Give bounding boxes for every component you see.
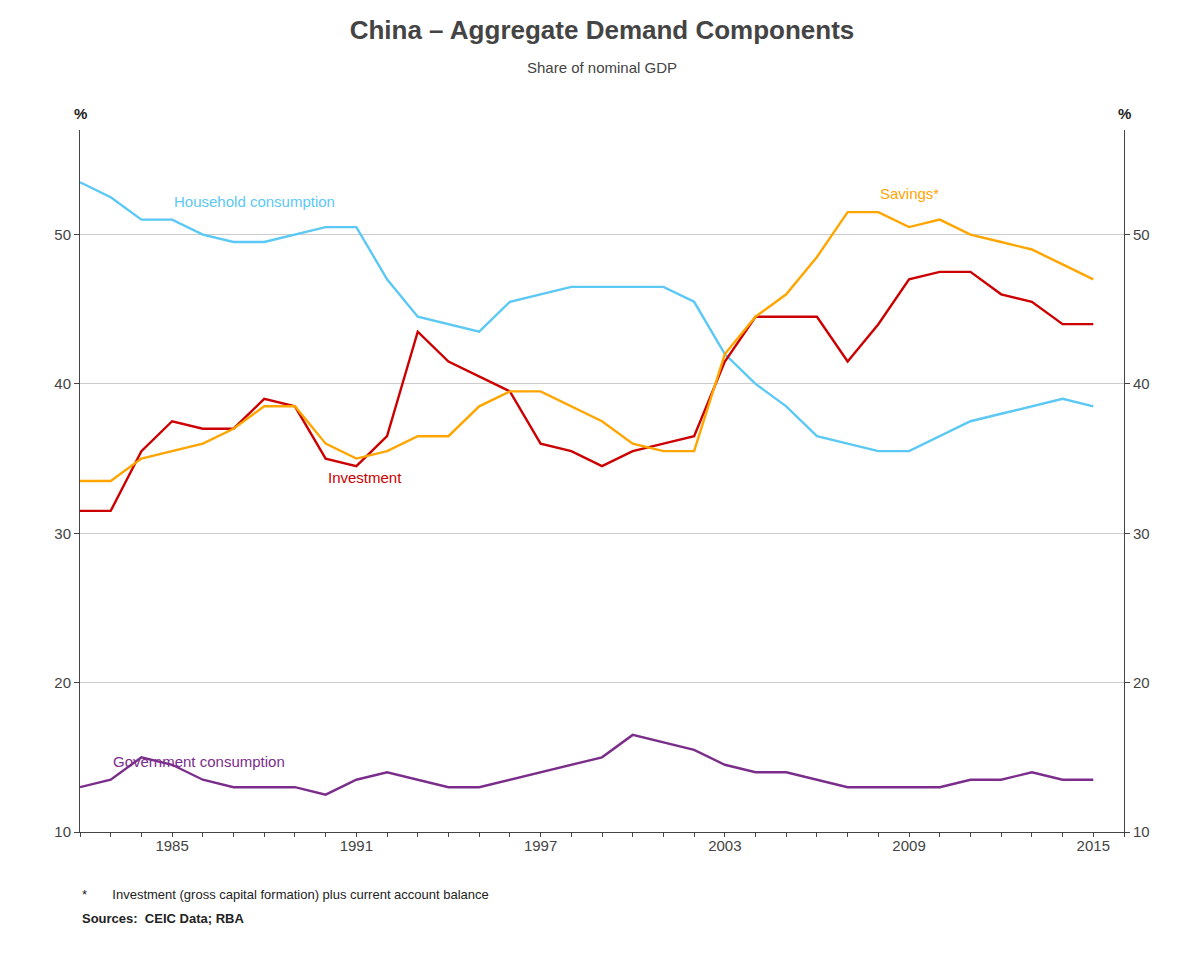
svg-text:50: 50 bbox=[54, 226, 71, 243]
svg-text:Household consumption: Household consumption bbox=[174, 193, 335, 210]
svg-text:50: 50 bbox=[1133, 226, 1150, 243]
svg-text:2015: 2015 bbox=[1077, 837, 1110, 854]
svg-text:30: 30 bbox=[1133, 525, 1150, 542]
svg-text:10: 10 bbox=[1133, 823, 1150, 840]
svg-text:Savings*: Savings* bbox=[880, 185, 939, 202]
svg-text:40: 40 bbox=[1133, 375, 1150, 392]
svg-text:Investment: Investment bbox=[328, 469, 402, 486]
svg-text:* Investment (gross capi: * Investment (gross capital formation) p… bbox=[82, 887, 489, 902]
svg-text:20: 20 bbox=[1133, 674, 1150, 691]
svg-text:1997: 1997 bbox=[524, 837, 557, 854]
svg-text:2003: 2003 bbox=[708, 837, 741, 854]
svg-text:20: 20 bbox=[54, 674, 71, 691]
svg-text:%: % bbox=[74, 105, 87, 122]
svg-text:1991: 1991 bbox=[340, 837, 373, 854]
svg-text:30: 30 bbox=[54, 525, 71, 542]
svg-text:10: 10 bbox=[54, 823, 71, 840]
svg-text:Government consumption: Government consumption bbox=[113, 753, 285, 770]
svg-text:China – Aggregate Demand Compo: China – Aggregate Demand ComponentsShare… bbox=[350, 15, 855, 76]
svg-text:40: 40 bbox=[54, 375, 71, 392]
svg-text:%: % bbox=[1118, 105, 1131, 122]
svg-text:2009: 2009 bbox=[892, 837, 925, 854]
svg-text:1985: 1985 bbox=[155, 837, 188, 854]
svg-text:Sources: CEIC Data; RBA: Sources: CEIC Data; RBA bbox=[82, 911, 244, 926]
